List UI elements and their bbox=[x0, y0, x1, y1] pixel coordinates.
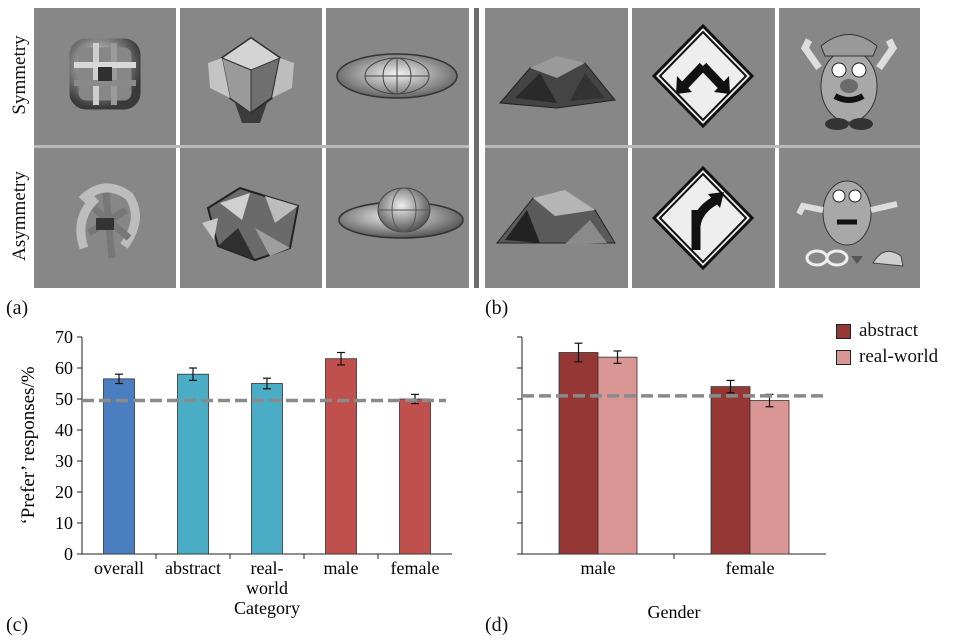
chart-c-bar-male bbox=[325, 358, 357, 555]
tent-asymmetric-image bbox=[495, 190, 616, 244]
chart-c-y-tick-label: 0 bbox=[64, 544, 73, 564]
potato-head-asymmetric-image bbox=[796, 180, 904, 267]
cell-b-asym-tent bbox=[485, 148, 628, 288]
chart-d-x-tick-label: male bbox=[581, 558, 616, 578]
polyhedron-symmetric-image bbox=[208, 36, 294, 123]
cell-a-asym-3 bbox=[326, 148, 469, 288]
chart-c-x-tick-label: world bbox=[246, 578, 288, 598]
row-label-asymmetry: Asymmetry bbox=[9, 171, 30, 261]
chart-c-bar-abstract bbox=[177, 373, 209, 555]
cage-asymmetric-image bbox=[76, 183, 140, 259]
polyhedron-asymmetric-image bbox=[202, 186, 300, 262]
row-separator-a bbox=[34, 145, 469, 148]
chart-c-y-tick-label: 10 bbox=[55, 513, 73, 533]
potato-head-symmetric-image bbox=[800, 34, 898, 130]
panel-label-a: (a) bbox=[6, 297, 29, 319]
cell-b-sym-potato bbox=[779, 8, 920, 145]
chart-d-bar-male-real-world bbox=[597, 356, 638, 555]
legend-item-real-world: real-world bbox=[836, 344, 938, 370]
chart-c-bar-female bbox=[399, 398, 431, 555]
chart-c-x-tick-label: overall bbox=[94, 558, 144, 578]
panel-label-b: (b) bbox=[485, 297, 509, 319]
cell-b-asym-sign bbox=[632, 148, 775, 288]
cage-symmetric-image bbox=[69, 38, 141, 110]
chart-d-x-axis-label: Gender bbox=[648, 602, 701, 622]
cell-a-asym-1 bbox=[34, 148, 176, 288]
road-sign-divided-arrows-image bbox=[651, 23, 755, 129]
legend-label-real-world: real-world bbox=[859, 346, 939, 367]
cell-a-sym-3 bbox=[326, 8, 469, 145]
chart-c-x-tick-label: real- bbox=[251, 558, 284, 578]
row-separator-b bbox=[485, 145, 920, 148]
chart-c-bar-real-world bbox=[251, 383, 283, 555]
road-sign-merge-arrow-image bbox=[651, 165, 755, 271]
chart-c-y-tick-label: 20 bbox=[55, 482, 73, 502]
chart-d-legend: abstract real-world bbox=[836, 318, 938, 370]
chart-c-y-axis-label: ‘Prefer’ responses/% bbox=[18, 366, 39, 524]
chart-d-bar-female-real-world bbox=[749, 400, 790, 555]
cell-b-sym-sign bbox=[632, 8, 775, 145]
chart-c: 0 10 20 30 40 50 60 70 overall abstract real-world… bbox=[18, 328, 452, 618]
panel-divider bbox=[474, 8, 479, 288]
cell-b-sym-tent bbox=[485, 8, 628, 145]
tent-symmetric-image bbox=[498, 56, 616, 109]
legend-item-abstract: abstract bbox=[836, 318, 938, 344]
chart-c-x-tick-label: male bbox=[324, 558, 359, 578]
chart-c-y-tick-label: 70 bbox=[55, 328, 73, 347]
chart-c-bar-overall bbox=[103, 378, 135, 555]
chart-c-x-tick-label: abstract bbox=[165, 558, 221, 578]
chart-c-y-tick-label: 40 bbox=[55, 420, 73, 440]
legend-label-abstract: abstract bbox=[859, 320, 919, 341]
chart-d-bar-female-abstract bbox=[710, 386, 751, 555]
cell-a-sym-2 bbox=[180, 8, 322, 145]
chart-c-y-tick-label: 30 bbox=[55, 451, 73, 471]
legend-swatch-real-world bbox=[836, 349, 851, 365]
cell-a-sym-1 bbox=[34, 8, 176, 145]
chart-d: male female Gender bbox=[517, 336, 826, 622]
chart-d-x-tick-label: female bbox=[726, 558, 775, 578]
panel-label-d: (d) bbox=[485, 614, 509, 636]
panel-label-c: (c) bbox=[6, 614, 29, 636]
chart-c-y-tick-label: 60 bbox=[55, 358, 73, 378]
chart-c-x-axis-label: Category bbox=[234, 598, 300, 618]
legend-swatch-abstract bbox=[836, 323, 851, 339]
cell-b-asym-potato bbox=[779, 148, 920, 288]
cell-a-asym-2 bbox=[180, 148, 322, 288]
chart-c-y-tick-label: 50 bbox=[55, 389, 73, 409]
row-label-symmetry: Symmetry bbox=[9, 35, 30, 115]
chart-c-x-tick-label: female bbox=[391, 558, 440, 578]
chart-d-bar-male-abstract bbox=[558, 352, 599, 555]
ellipsoid-asymmetric-image bbox=[338, 187, 464, 239]
ellipsoid-symmetric-image bbox=[336, 53, 458, 99]
